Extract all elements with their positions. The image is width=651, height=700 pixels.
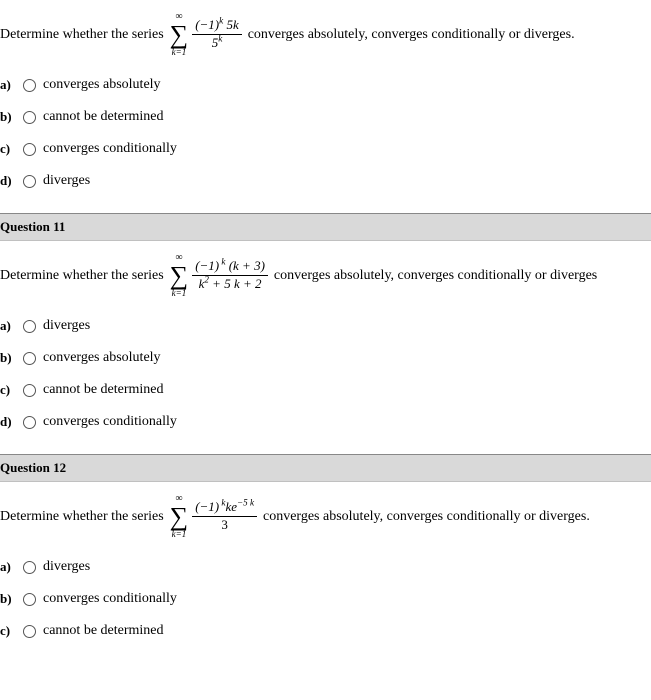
option-label: diverges (43, 559, 90, 575)
option-row[interactable]: c) cannot be determined (0, 615, 651, 647)
option-label: converges conditionally (43, 141, 177, 157)
option-label: cannot be determined (43, 382, 164, 398)
radio-icon[interactable] (23, 79, 36, 92)
option-letter: d) (0, 173, 18, 189)
option-row[interactable]: c) converges conditionally (0, 133, 651, 165)
radio-icon[interactable] (23, 143, 36, 156)
fraction: (−1) k (k + 3) k2 + 5 k + 2 (192, 259, 268, 292)
option-label: diverges (43, 318, 90, 334)
option-letter: b) (0, 109, 18, 125)
sigma-icon: ∑ (170, 504, 189, 530)
summation: ∞ ∑ k=1 (−1)k 5k 5k (170, 12, 242, 57)
option-label: converges conditionally (43, 414, 177, 430)
option-label: diverges (43, 173, 90, 189)
question-11-options: a) diverges b) converges absolutely c) c… (0, 306, 651, 454)
radio-icon[interactable] (23, 625, 36, 638)
option-letter: d) (0, 414, 18, 430)
fraction-numerator: (−1)k 5k (192, 18, 242, 35)
question-12: Question 12 Determine whether the series… (0, 454, 651, 647)
question-11: Question 11 Determine whether the series… (0, 213, 651, 454)
option-letter: c) (0, 623, 18, 639)
option-letter: a) (0, 559, 18, 575)
option-letter: a) (0, 318, 18, 334)
option-row[interactable]: b) converges conditionally (0, 583, 651, 615)
prompt-tail: converges absolutely, converges conditio… (274, 268, 597, 284)
sigma-bottom: k=1 (172, 530, 187, 539)
question-11-header: Question 11 (0, 213, 651, 241)
prompt-lead: Determine whether the series (0, 268, 164, 284)
radio-icon[interactable] (23, 561, 36, 574)
option-row[interactable]: b) converges absolutely (0, 342, 651, 374)
option-row[interactable]: d) diverges (0, 165, 651, 197)
fraction-denominator: 5k (209, 35, 226, 51)
option-label: converges absolutely (43, 350, 161, 366)
fraction-numerator: (−1) kke−5 k (192, 500, 257, 517)
option-row[interactable]: a) diverges (0, 551, 651, 583)
prompt-lead: Determine whether the series (0, 27, 164, 43)
question-10: Determine whether the series ∞ ∑ k=1 (−1… (0, 0, 651, 213)
option-label: cannot be determined (43, 109, 164, 125)
option-letter: c) (0, 382, 18, 398)
question-11-prompt: Determine whether the series ∞ ∑ k=1 (−1… (0, 241, 651, 306)
fraction-denominator: 3 (218, 517, 231, 533)
option-letter: b) (0, 591, 18, 607)
option-row[interactable]: a) diverges (0, 310, 651, 342)
radio-icon[interactable] (23, 384, 36, 397)
radio-icon[interactable] (23, 175, 36, 188)
sigma-wrap: ∞ ∑ k=1 (170, 12, 189, 57)
question-12-header: Question 12 (0, 454, 651, 482)
sigma-wrap: ∞ ∑ k=1 (170, 253, 189, 298)
option-label: converges absolutely (43, 77, 161, 93)
radio-icon[interactable] (23, 593, 36, 606)
option-row[interactable]: d) converges conditionally (0, 406, 651, 438)
summation: ∞ ∑ k=1 (−1) kke−5 k 3 (170, 494, 257, 539)
radio-icon[interactable] (23, 320, 36, 333)
option-label: converges conditionally (43, 591, 177, 607)
option-row[interactable]: a) converges absolutely (0, 69, 651, 101)
sigma-icon: ∑ (170, 263, 189, 289)
radio-icon[interactable] (23, 111, 36, 124)
question-12-options: a) diverges b) converges conditionally c… (0, 547, 651, 647)
radio-icon[interactable] (23, 352, 36, 365)
prompt-lead: Determine whether the series (0, 509, 164, 525)
sigma-wrap: ∞ ∑ k=1 (170, 494, 189, 539)
option-letter: a) (0, 77, 18, 93)
fraction: (−1)k 5k 5k (192, 18, 242, 51)
question-12-prompt: Determine whether the series ∞ ∑ k=1 (−1… (0, 482, 651, 547)
option-row[interactable]: b) cannot be determined (0, 101, 651, 133)
option-row[interactable]: c) cannot be determined (0, 374, 651, 406)
question-10-options: a) converges absolutely b) cannot be det… (0, 65, 651, 213)
option-label: cannot be determined (43, 623, 164, 639)
sigma-bottom: k=1 (172, 48, 187, 57)
fraction-numerator: (−1) k (k + 3) (192, 259, 268, 276)
option-letter: b) (0, 350, 18, 366)
fraction-denominator: k2 + 5 k + 2 (196, 276, 265, 292)
prompt-tail: converges absolutely, converges conditio… (263, 509, 590, 525)
question-10-prompt: Determine whether the series ∞ ∑ k=1 (−1… (0, 0, 651, 65)
summation: ∞ ∑ k=1 (−1) k (k + 3) k2 + 5 k + 2 (170, 253, 268, 298)
option-letter: c) (0, 141, 18, 157)
fraction: (−1) kke−5 k 3 (192, 500, 257, 533)
radio-icon[interactable] (23, 416, 36, 429)
sigma-bottom: k=1 (172, 289, 187, 298)
sigma-icon: ∑ (170, 22, 189, 48)
prompt-tail: converges absolutely, converges conditio… (248, 27, 575, 43)
